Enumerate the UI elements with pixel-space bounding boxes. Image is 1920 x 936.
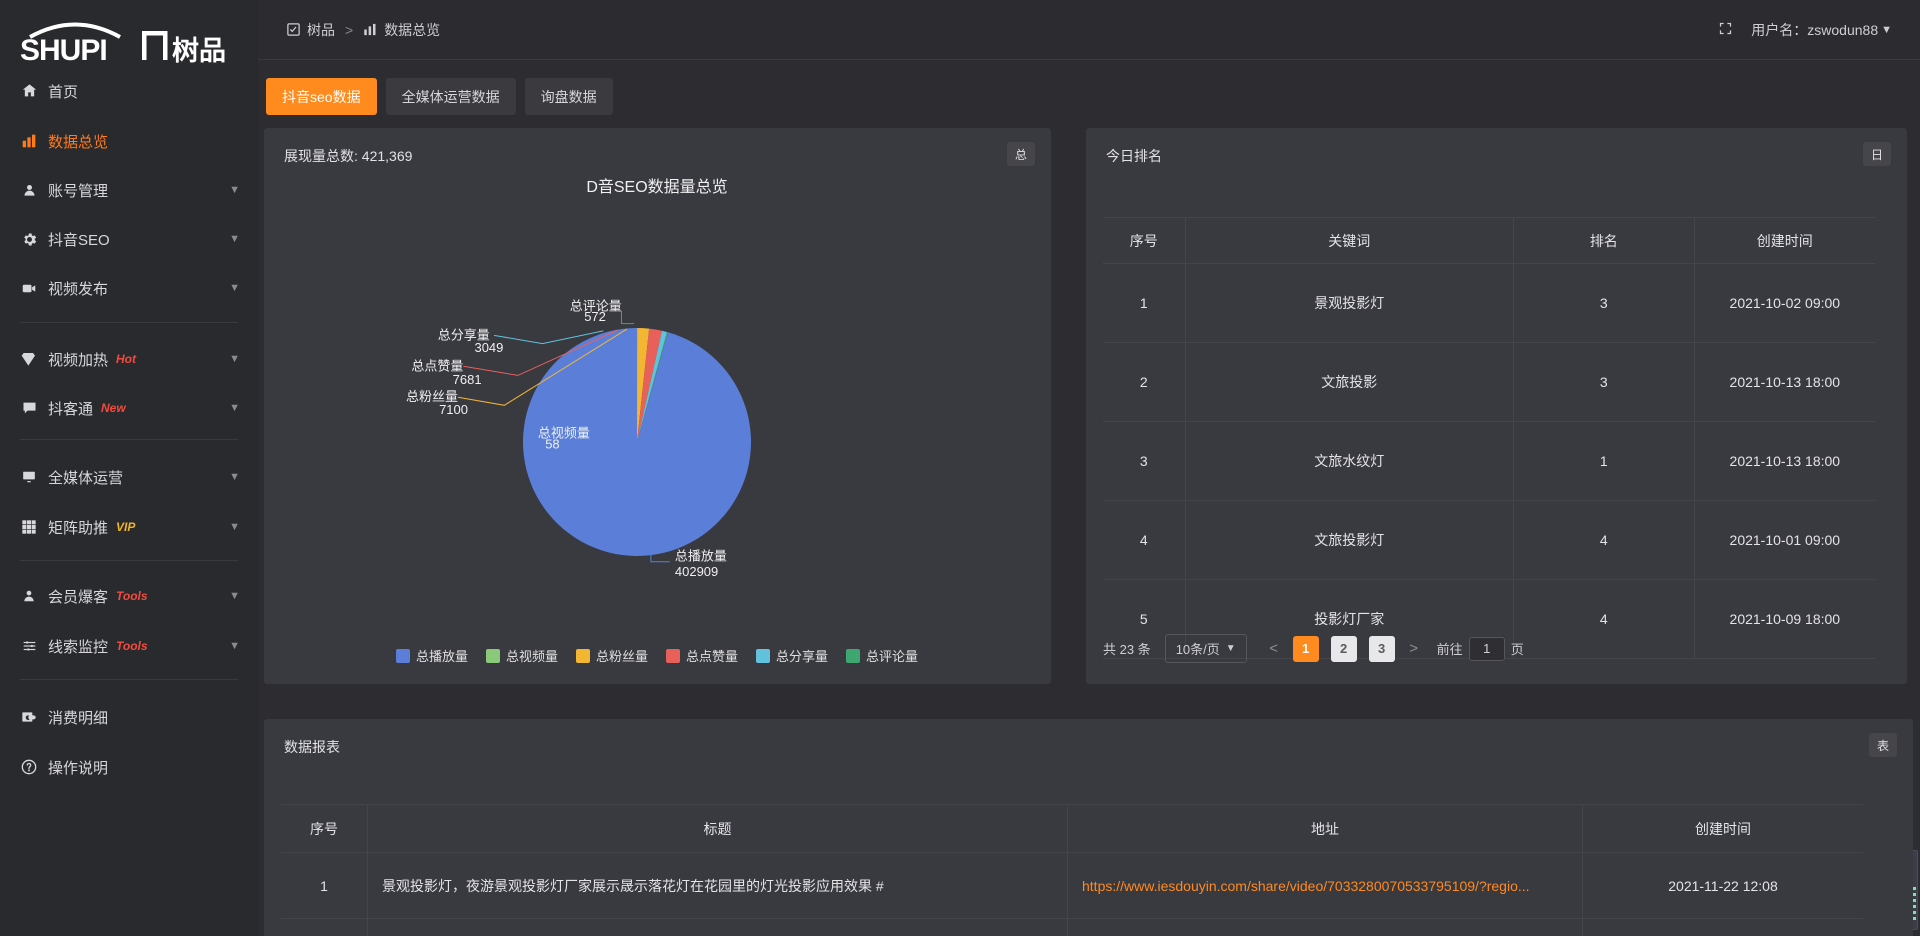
svg-text:7681: 7681 (453, 372, 482, 387)
svg-text:3049: 3049 (474, 340, 503, 355)
svg-text:58: 58 (545, 436, 559, 451)
svg-text:树品: 树品 (172, 36, 226, 66)
svg-text:402909: 402909 (675, 564, 718, 579)
svg-text:572: 572 (584, 309, 606, 324)
svg-text:SHUPI: SHUPI (20, 34, 107, 66)
svg-text:总播放量: 总播放量 (675, 549, 727, 564)
svg-text:7100: 7100 (439, 402, 468, 417)
